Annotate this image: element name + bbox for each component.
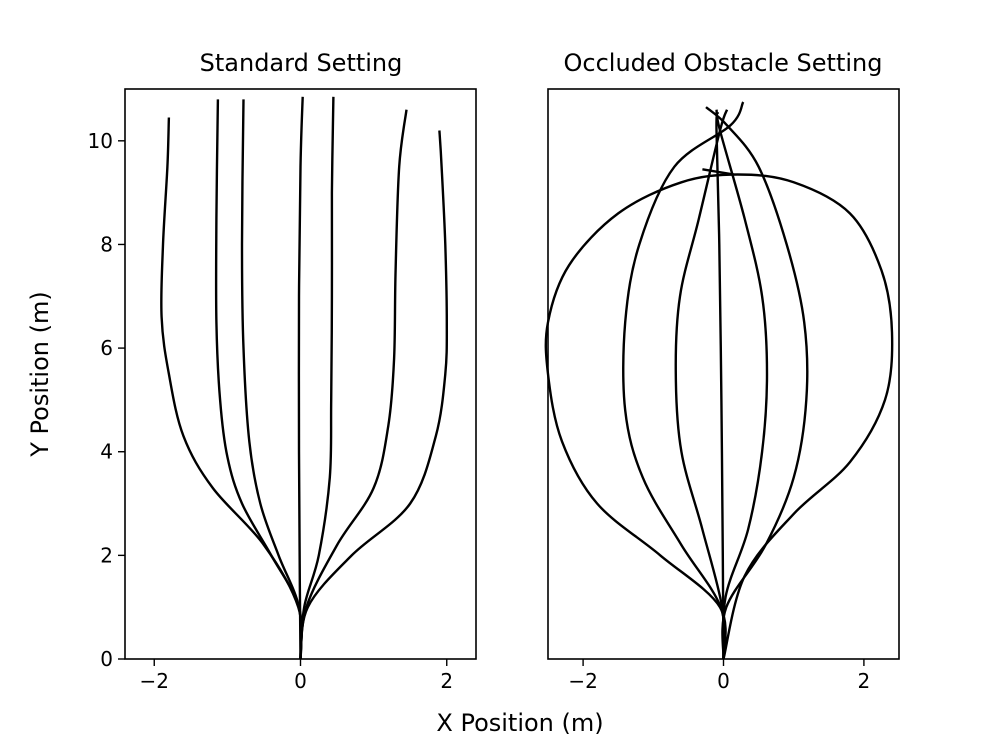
trajectory-line-7 <box>299 130 449 660</box>
x-ticks: −2 0 2 <box>568 659 870 693</box>
y-tick-label: 2 <box>100 543 113 567</box>
panel-title: Occluded Obstacle Setting <box>564 49 883 77</box>
axes-frame <box>547 88 900 660</box>
y-ticks: 0 2 4 6 8 10 <box>88 129 125 671</box>
axes-frame <box>124 88 477 660</box>
trajectory-line-4 <box>674 109 729 660</box>
trajectory-line-1 <box>544 173 894 660</box>
x-tick-label: 2 <box>440 669 453 693</box>
trajectory-lines <box>544 101 894 660</box>
y-tick-label: 4 <box>100 440 113 464</box>
trajectory-line-5 <box>715 109 769 660</box>
y-axis-label: Y Position (m) <box>26 291 54 457</box>
trajectory-line-3 <box>240 99 303 660</box>
x-axis-label: X Position (m) <box>436 709 603 737</box>
y-tick-label: 6 <box>100 336 113 360</box>
trajectory-line-1 <box>160 117 303 660</box>
trajectory-line-6 <box>715 112 725 660</box>
panel-standard-setting: Standard Setting −2 0 2 0 2 4 6 8 10 <box>88 49 477 693</box>
panel-title: Standard Setting <box>200 49 403 77</box>
trajectory-line-2 <box>214 99 303 660</box>
y-tick-label: 8 <box>100 232 113 256</box>
trajectory-line-7 <box>702 168 735 176</box>
panel-occluded-obstacle-setting: Occluded Obstacle Setting −2 0 2 <box>544 49 900 693</box>
x-tick-label: 0 <box>717 669 730 693</box>
trajectory-line-3 <box>705 106 809 660</box>
trajectory-line-4 <box>297 96 304 660</box>
trajectory-line-6 <box>299 109 408 660</box>
x-tick-label: 0 <box>294 669 307 693</box>
trajectory-line-5 <box>299 96 335 660</box>
x-tick-label: −2 <box>568 669 597 693</box>
y-tick-label: 10 <box>88 129 113 153</box>
y-tick-label: 0 <box>100 647 113 671</box>
x-tick-label: −2 <box>140 669 169 693</box>
trajectory-lines <box>160 96 449 660</box>
trajectory-line-2 <box>622 101 745 660</box>
x-ticks: −2 0 2 <box>140 659 453 693</box>
x-tick-label: 2 <box>858 669 871 693</box>
